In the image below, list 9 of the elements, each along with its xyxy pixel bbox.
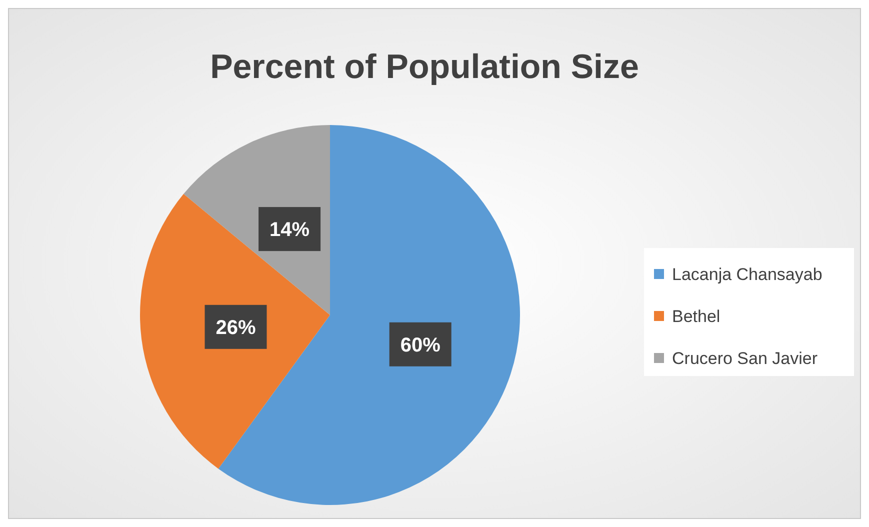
legend-label: Lacanja Chansayab xyxy=(672,264,822,284)
pie-slice xyxy=(140,194,330,469)
legend-label: Bethel xyxy=(672,306,720,326)
data-label: 60% xyxy=(400,334,441,356)
pie-slice xyxy=(218,125,520,505)
data-label: 26% xyxy=(216,316,256,339)
chart-title: Percent of Population Size xyxy=(210,48,639,86)
legend-label: Crucero San Javier xyxy=(672,348,818,368)
data-label: 14% xyxy=(270,219,310,242)
